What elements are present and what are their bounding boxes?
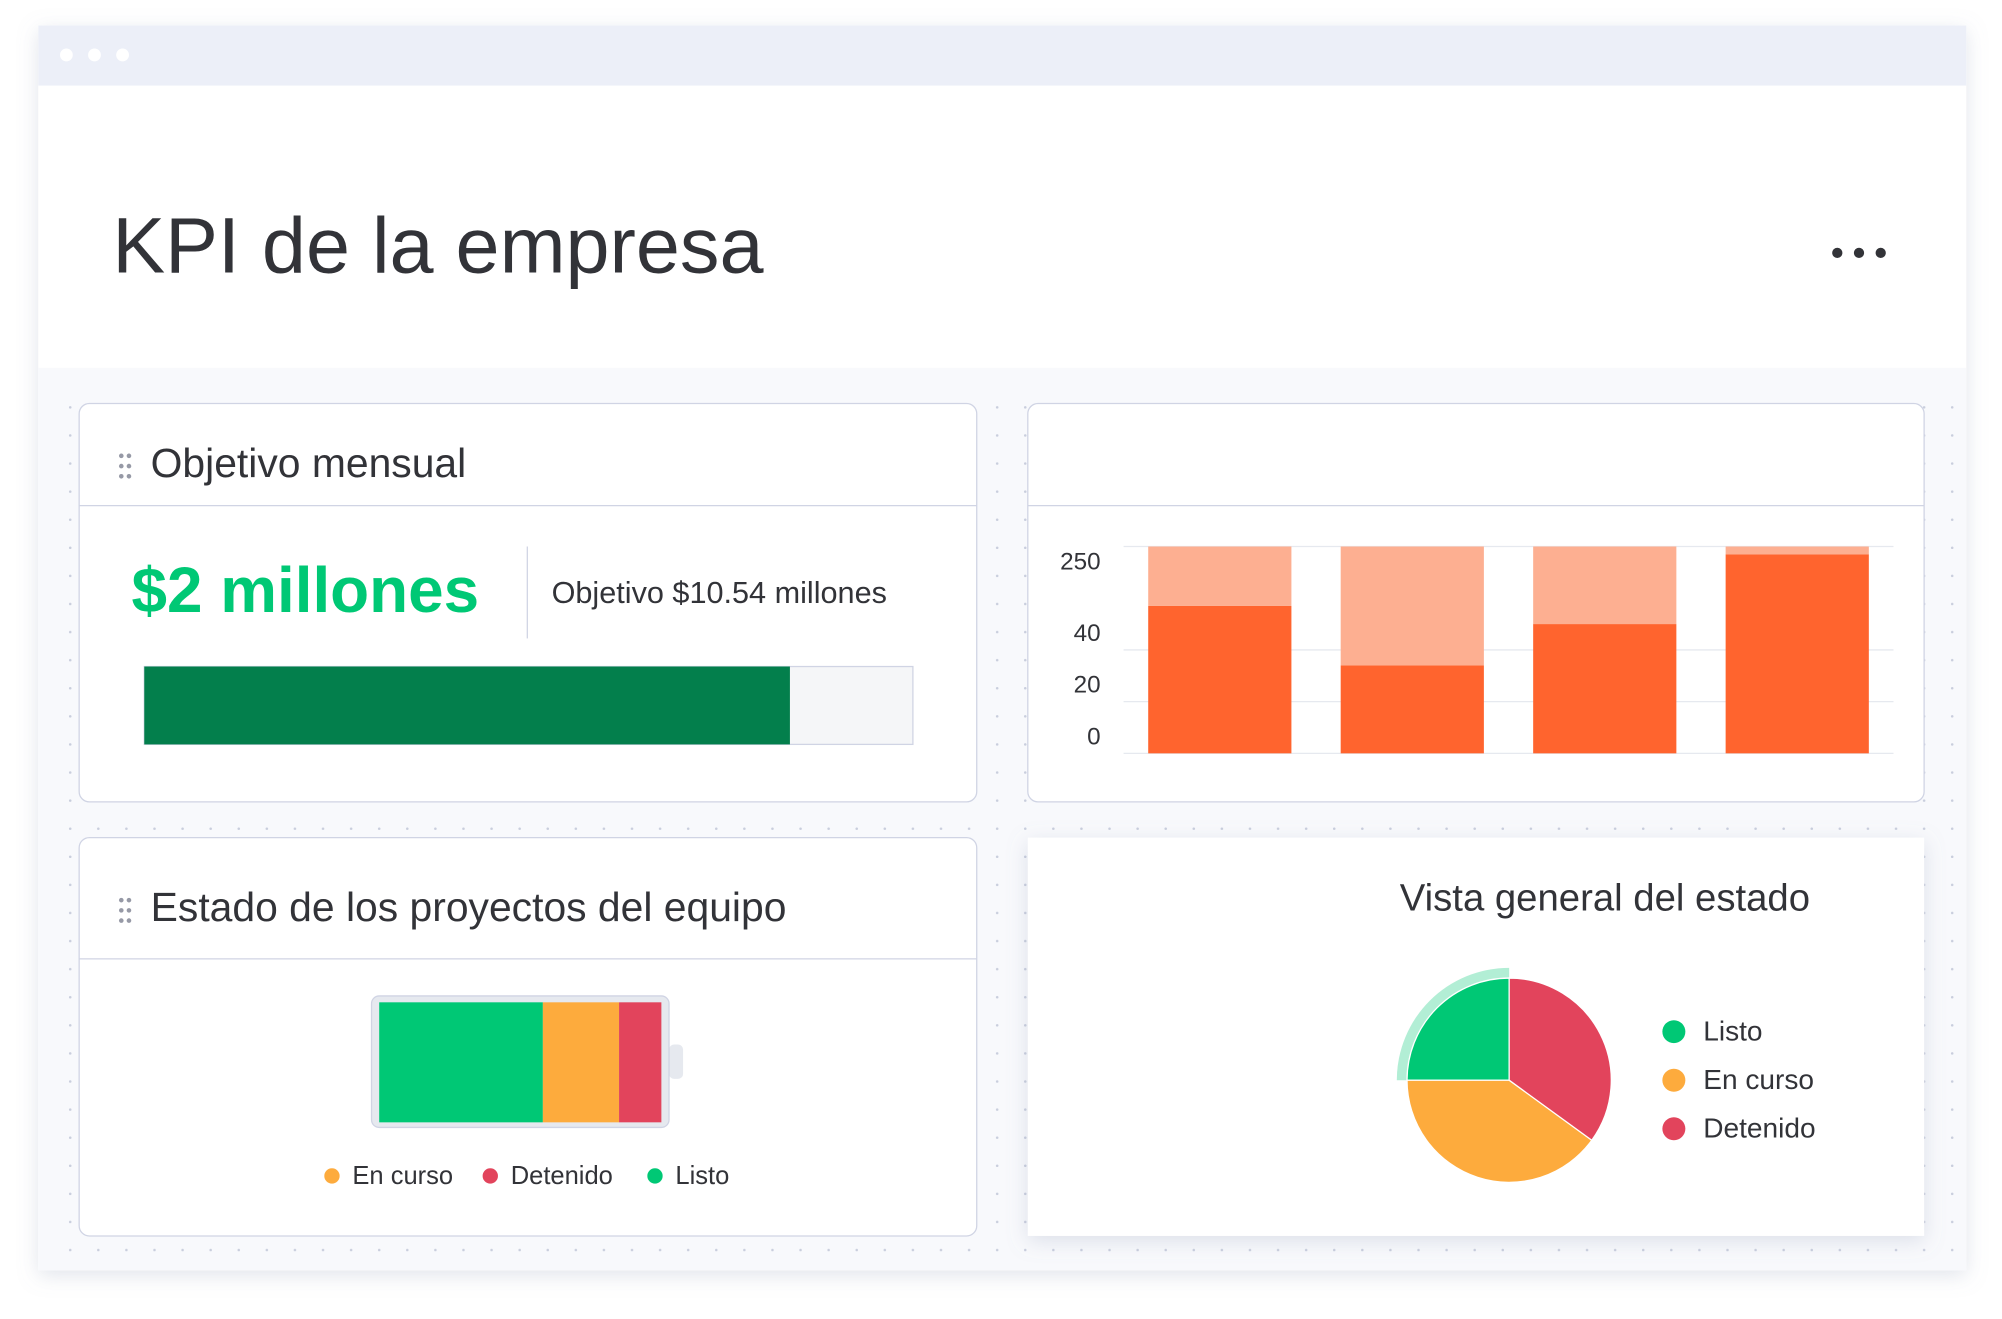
legend-dot [1662,1068,1686,1092]
page-title: KPI de la empresa [112,200,764,289]
battery-segment [619,1002,662,1123]
bar-segment [1725,546,1869,555]
bar-segment [1148,546,1292,606]
legend-dot [1662,1117,1686,1141]
y-tick-label: 40 [1074,620,1101,647]
bar-segment [1340,546,1484,666]
legend-label: En curso [352,1162,453,1190]
legend-label: Detenido [511,1162,613,1190]
drag-handle[interactable] [118,453,132,479]
legend-dot [647,1168,663,1184]
bar-segment [1533,624,1677,754]
bar-segment [1725,554,1869,754]
y-tick-label: 250 [1060,549,1100,576]
progress-fill [144,666,790,745]
battery-segment [379,1002,543,1123]
bar-segment [1148,605,1292,754]
legend-label: Detenido [1703,1112,1815,1143]
pie-slice [1508,977,1612,1142]
legend-label: En curso [1703,1064,1814,1095]
battery-segment [542,1002,620,1123]
title-bar [38,25,1967,86]
y-tick-label: 20 [1074,672,1101,699]
drag-handle[interactable] [118,897,132,923]
card-title: Estado de los proyectos del equipo [151,884,787,930]
goal-value: $2 millones [132,554,480,626]
bar-segment [1533,546,1677,625]
more-menu[interactable] [1832,247,1886,258]
battery-nub [669,1044,684,1079]
bar-segment [1340,665,1484,754]
pie-slice [1406,1079,1593,1183]
card-title: Objetivo mensual [151,440,467,486]
card-title: Vista general del estado [1400,876,1810,919]
legend-label: Listo [1703,1015,1762,1046]
window-dot[interactable] [60,48,73,62]
legend-dot [324,1168,340,1184]
goal-target: Objetivo $10.54 millones [552,576,887,610]
legend-label: Listo [675,1162,729,1190]
window-dot[interactable] [88,48,101,62]
legend-dot [482,1168,498,1184]
y-tick-label: 0 [1087,723,1101,750]
pie-slice [1406,977,1510,1081]
window-dot[interactable] [116,48,129,62]
legend-dot [1662,1020,1686,1044]
